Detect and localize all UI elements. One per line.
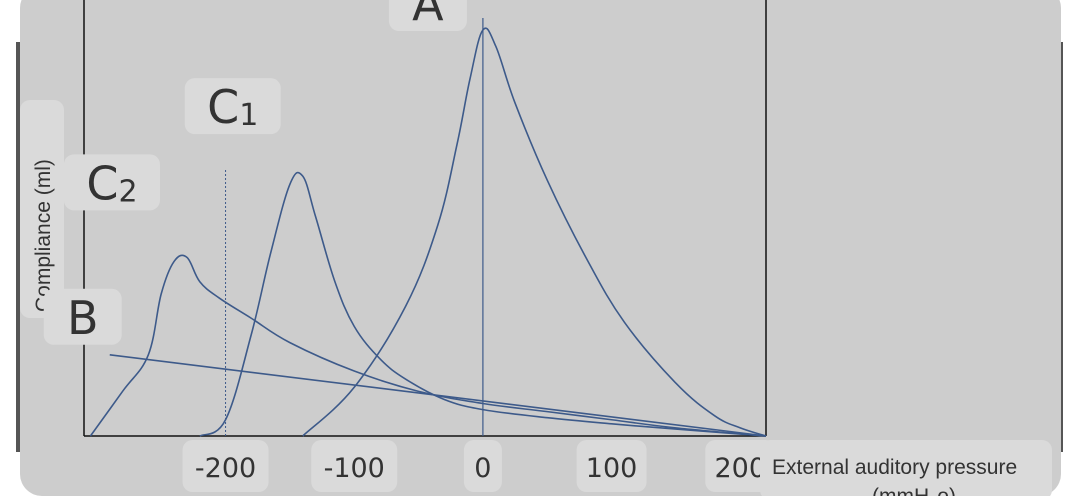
curve-label-box-c2	[63, 154, 160, 211]
curve-labels: A C1 C2 B	[43, 0, 467, 345]
curve-a	[302, 27, 767, 437]
x-tick-box	[463, 440, 502, 492]
x-tick-label: 0	[474, 453, 491, 484]
x-tick-box	[705, 440, 776, 492]
x-axis-title-box	[760, 440, 1052, 496]
curve-label-box-a	[388, 0, 467, 31]
curve-label-box-c1	[184, 78, 281, 135]
x-tick-labels: -200 -100 0 100 200	[182, 440, 776, 492]
x-tick-box	[182, 440, 269, 492]
x-axis-title: External auditory pressure	[772, 456, 1017, 479]
curve-b	[109, 354, 767, 437]
curve-label-b: B	[67, 291, 99, 345]
curve-label-c2: C2	[86, 156, 137, 210]
curve-label-box-b	[43, 288, 122, 345]
x-axis-unit: (mmH₂o)	[872, 485, 956, 496]
curves	[89, 27, 767, 437]
curve-label-a: A	[412, 0, 444, 31]
plot-frame	[83, 0, 767, 437]
curve-c1	[199, 171, 767, 437]
x-tick-label: -200	[195, 453, 256, 484]
x-tick-label: 200	[714, 453, 766, 484]
curve-c2	[89, 254, 767, 437]
x-tick-label: -100	[324, 453, 385, 484]
x-tick-label: 100	[586, 453, 638, 484]
x-tick-box	[311, 440, 398, 492]
y-axis-title: Compliance (ml)	[32, 159, 55, 312]
y-axis-title-box	[20, 100, 64, 318]
x-tick-box	[576, 440, 647, 492]
curve-label-c1: C1	[207, 80, 258, 134]
